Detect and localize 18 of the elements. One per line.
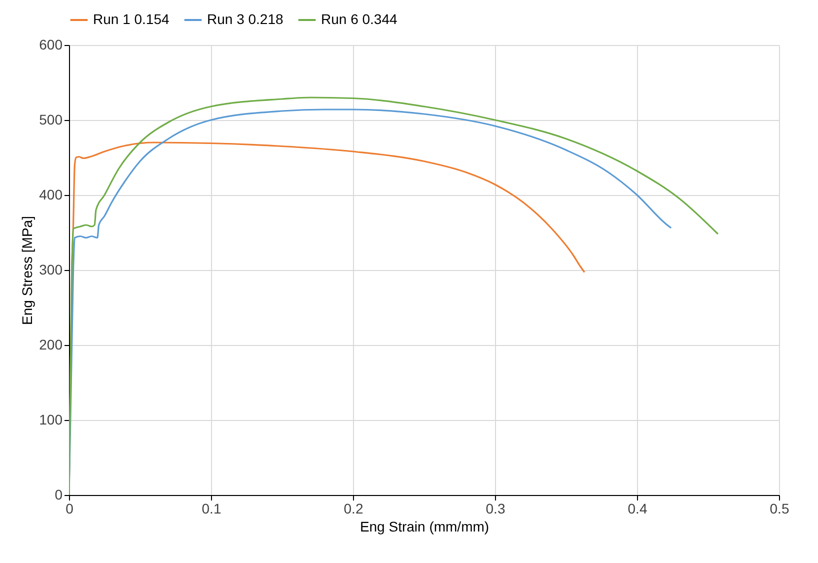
- y-tick-label: 600: [39, 36, 63, 52]
- x-axis-title: Eng Strain (mm/mm): [360, 518, 490, 534]
- y-tick-label: 0: [54, 486, 63, 502]
- legend-label: Run 3 0.218: [207, 11, 284, 27]
- y-axis-title: Eng Stress [MPa]: [19, 216, 36, 325]
- y-tick-label: 400: [39, 186, 63, 202]
- x-tick-label: 0.4: [628, 500, 648, 516]
- x-tick-label: 0.1: [202, 500, 222, 516]
- x-tick-label: 0: [66, 500, 74, 516]
- x-tick-label: 0.2: [344, 500, 364, 516]
- legend-label: Run 1 0.154: [93, 11, 170, 27]
- y-tick-label: 300: [39, 262, 63, 278]
- y-tick-label: 100: [39, 412, 63, 428]
- x-tick-label: 0.3: [486, 500, 506, 516]
- y-tick-label: 500: [39, 112, 63, 128]
- legend-label: Run 6 0.344: [321, 11, 398, 27]
- y-tick-label: 200: [39, 336, 63, 352]
- x-tick-label: 0.5: [770, 500, 790, 516]
